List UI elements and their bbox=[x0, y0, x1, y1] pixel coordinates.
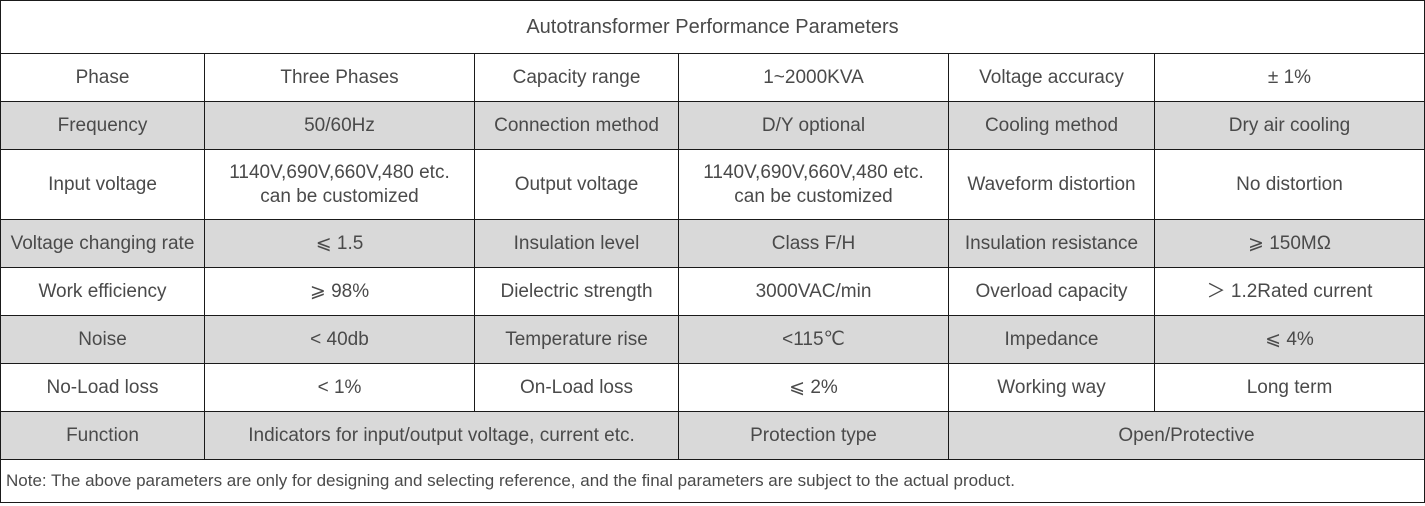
param-label: Protection type bbox=[678, 411, 949, 460]
table-row: Function Indicators for input/output vol… bbox=[0, 411, 1425, 460]
param-label: Waveform distortion bbox=[948, 149, 1155, 220]
table-row: Frequency 50/60Hz Connection method D/Y … bbox=[0, 101, 1425, 150]
param-label: Input voltage bbox=[0, 149, 205, 220]
param-value: Three Phases bbox=[204, 53, 475, 102]
param-value: < 40db bbox=[204, 315, 475, 364]
param-label: Working way bbox=[948, 363, 1155, 412]
param-value: Indicators for input/output voltage, cur… bbox=[204, 411, 679, 460]
table-row: Noise < 40db Temperature rise <115℃ Impe… bbox=[0, 315, 1425, 364]
param-label: Connection method bbox=[474, 101, 679, 150]
table-row: No-Load loss < 1% On-Load loss ⩽ 2% Work… bbox=[0, 363, 1425, 412]
param-label: Output voltage bbox=[474, 149, 679, 220]
table-row: Voltage changing rate ⩽ 1.5 Insulation l… bbox=[0, 219, 1425, 268]
param-label: Work efficiency bbox=[0, 267, 205, 316]
param-value: ⩾ 150MΩ bbox=[1154, 219, 1425, 268]
param-value: ⩾ 98% bbox=[204, 267, 475, 316]
param-label: Noise bbox=[0, 315, 205, 364]
param-value: Open/Protective bbox=[948, 411, 1425, 460]
param-value: <115℃ bbox=[678, 315, 949, 364]
param-value: 1140V,690V,660V,480 etc. can be customiz… bbox=[204, 149, 475, 220]
param-value: 3000VAC/min bbox=[678, 267, 949, 316]
value-line: 1140V,690V,660V,480 etc. bbox=[229, 161, 450, 183]
param-value: < 1% bbox=[204, 363, 475, 412]
param-value: Dry air cooling bbox=[1154, 101, 1425, 150]
param-value: Class F/H bbox=[678, 219, 949, 268]
param-value: D/Y optional bbox=[678, 101, 949, 150]
param-label: Function bbox=[0, 411, 205, 460]
param-value: ＞ 1.2Rated current bbox=[1154, 267, 1425, 316]
param-label: On-Load loss bbox=[474, 363, 679, 412]
param-value: ⩽ 2% bbox=[678, 363, 949, 412]
param-label: Frequency bbox=[0, 101, 205, 150]
value-line: 1140V,690V,660V,480 etc. bbox=[703, 161, 924, 183]
value-line: can be customized bbox=[260, 185, 419, 207]
table-row: Phase Three Phases Capacity range 1~2000… bbox=[0, 53, 1425, 102]
param-label: Dielectric strength bbox=[474, 267, 679, 316]
param-value: ⩽ 1.5 bbox=[204, 219, 475, 268]
table-title: Autotransformer Performance Parameters bbox=[0, 0, 1425, 54]
param-value: 1140V,690V,660V,480 etc. can be customiz… bbox=[678, 149, 949, 220]
table-row: Work efficiency ⩾ 98% Dielectric strengt… bbox=[0, 267, 1425, 316]
param-label: Cooling method bbox=[948, 101, 1155, 150]
param-label: Voltage changing rate bbox=[0, 219, 205, 268]
param-label: No-Load loss bbox=[0, 363, 205, 412]
param-label: Phase bbox=[0, 53, 205, 102]
param-value: Long term bbox=[1154, 363, 1425, 412]
param-label: Capacity range bbox=[474, 53, 679, 102]
param-label: Insulation level bbox=[474, 219, 679, 268]
param-value: 50/60Hz bbox=[204, 101, 475, 150]
param-label: Temperature rise bbox=[474, 315, 679, 364]
param-label: Voltage accuracy bbox=[948, 53, 1155, 102]
param-value: ± 1% bbox=[1154, 53, 1425, 102]
table-note: Note: The above parameters are only for … bbox=[0, 459, 1425, 503]
param-value: No distortion bbox=[1154, 149, 1425, 220]
param-label: Insulation resistance bbox=[948, 219, 1155, 268]
value-line: can be customized bbox=[734, 185, 893, 207]
param-value: ⩽ 4% bbox=[1154, 315, 1425, 364]
param-value: 1~2000KVA bbox=[678, 53, 949, 102]
table-row: Input voltage 1140V,690V,660V,480 etc. c… bbox=[0, 149, 1425, 220]
param-label: Impedance bbox=[948, 315, 1155, 364]
param-label: Overload capacity bbox=[948, 267, 1155, 316]
